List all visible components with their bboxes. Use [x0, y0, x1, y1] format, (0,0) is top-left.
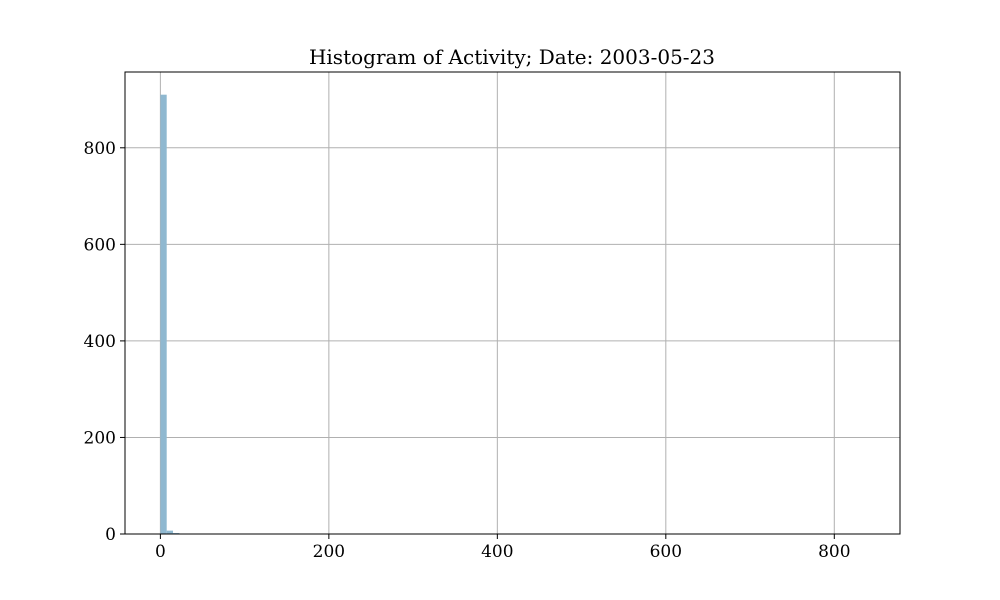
plot-area-frame: [124, 71, 901, 535]
grid-lines: [125, 72, 900, 535]
axis-ticks: 0 200 400 600 800 0 200 400 600 800: [84, 139, 851, 562]
y-tick-label: 200: [84, 428, 116, 448]
y-tick-label: 800: [84, 139, 116, 159]
x-tick-label: 400: [481, 542, 513, 562]
histogram-bar: [160, 94, 167, 535]
x-tick-label: 600: [650, 542, 682, 562]
histogram-bar: [166, 530, 174, 534]
histogram-bars: [160, 94, 300, 535]
y-tick-label: 400: [84, 332, 116, 352]
x-tick-label: 200: [313, 542, 345, 562]
x-tick-label: 800: [818, 542, 850, 562]
y-tick-label: 600: [84, 235, 116, 255]
x-tick-label: 0: [155, 542, 166, 562]
chart-title: Histogram of Activity; Date: 2003-05-23: [309, 45, 715, 69]
y-tick-label: 0: [105, 525, 116, 545]
